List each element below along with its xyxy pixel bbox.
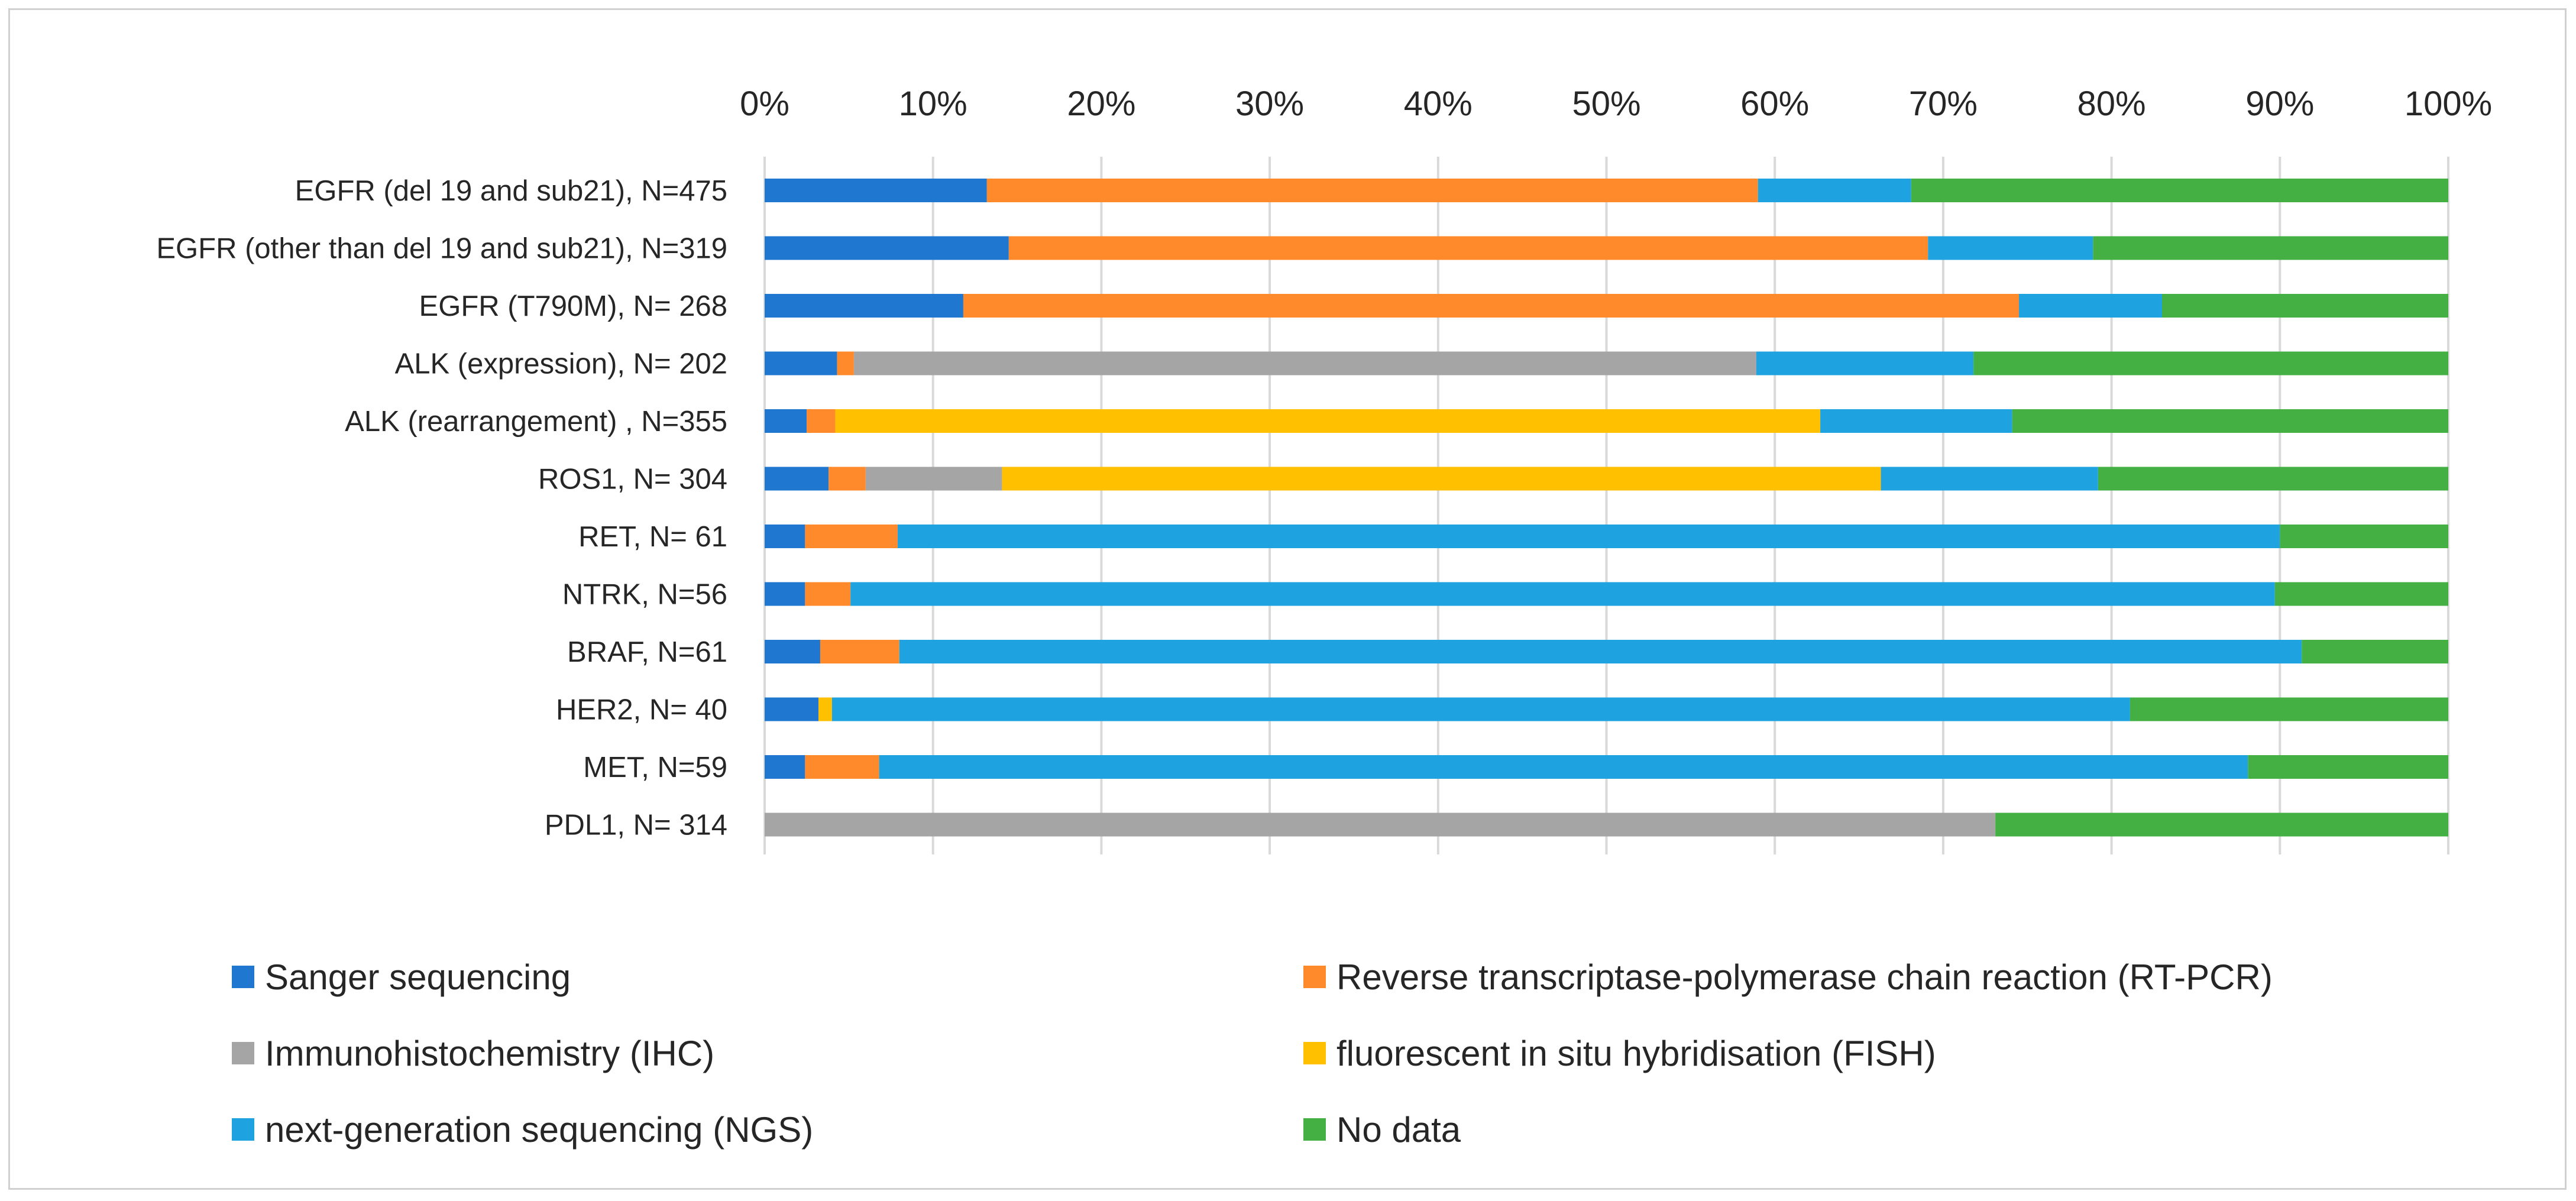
bar-segment bbox=[2248, 755, 2448, 779]
x-axis-ticks: 0% 10% 20% 30% 40% 50% 60% 70% 80% 90% 100% bbox=[740, 85, 2492, 123]
bar-segment bbox=[2302, 640, 2448, 663]
bar-segment bbox=[818, 697, 832, 721]
bar-segment bbox=[2130, 697, 2448, 721]
bar-segment bbox=[1973, 351, 2448, 375]
bar-segment bbox=[805, 525, 898, 548]
bar-segment bbox=[879, 755, 2248, 779]
bar-segment bbox=[765, 525, 805, 548]
bar-segment bbox=[805, 582, 851, 606]
bar-segment bbox=[2012, 409, 2448, 433]
bar-segment bbox=[765, 582, 805, 606]
legend-label: Reverse transcriptase-polymerase chain r… bbox=[1336, 957, 2273, 997]
bar-segment bbox=[1756, 351, 1974, 375]
x-tick-label: 30% bbox=[1235, 85, 1304, 123]
bar-segment bbox=[1995, 812, 2448, 837]
x-tick-label: 100% bbox=[2405, 85, 2492, 123]
bar-segment bbox=[765, 179, 987, 202]
x-tick-label: 0% bbox=[740, 85, 789, 123]
bar-segment bbox=[765, 697, 819, 721]
bar-segment bbox=[897, 525, 2280, 548]
category-labels: EGFR (del 19 and sub21), N=475 EGFR (othe… bbox=[156, 175, 727, 841]
bar-segment bbox=[1911, 179, 2448, 202]
bar-segment bbox=[837, 351, 854, 375]
bar-segment bbox=[986, 179, 1758, 202]
bar-segment bbox=[765, 351, 837, 375]
category-label: PDL1, N= 314 bbox=[545, 810, 727, 841]
bar-segment bbox=[1758, 179, 1911, 202]
bar-segment bbox=[829, 467, 866, 491]
bar-segment bbox=[765, 812, 1996, 837]
bar-segment bbox=[765, 236, 1009, 260]
category-label: MET, N=59 bbox=[583, 752, 727, 784]
x-tick-label: 10% bbox=[899, 85, 967, 123]
bar-segment bbox=[765, 640, 820, 663]
category-label: ROS1, N= 304 bbox=[538, 464, 727, 496]
legend-swatch bbox=[1303, 1118, 1326, 1141]
bar-segment bbox=[2019, 294, 2163, 318]
legend: Sanger sequencing Reverse transcriptase-p… bbox=[232, 957, 2273, 1150]
x-tick-label: 60% bbox=[1740, 85, 1809, 123]
bar-segment bbox=[805, 755, 879, 779]
category-label: HER2, N= 40 bbox=[556, 694, 727, 726]
legend-label: No data bbox=[1336, 1110, 1461, 1150]
category-label: BRAF, N=61 bbox=[567, 636, 727, 668]
bar-segment bbox=[765, 294, 963, 318]
bar-segment bbox=[765, 467, 829, 491]
x-tick-label: 20% bbox=[1067, 85, 1135, 123]
bar-segment bbox=[831, 697, 2130, 721]
bars bbox=[765, 179, 2448, 837]
bar-segment bbox=[2162, 294, 2448, 318]
category-label: ALK (expression), N= 202 bbox=[395, 348, 727, 380]
category-label: RET, N= 61 bbox=[578, 521, 727, 553]
bar-segment bbox=[2093, 236, 2448, 260]
bar-segment bbox=[1928, 236, 2093, 260]
gridlines bbox=[763, 157, 2449, 854]
bar-segment bbox=[1820, 409, 2012, 433]
legend-swatch bbox=[1303, 1042, 1326, 1064]
legend-label: next‐generation sequencing (NGS) bbox=[265, 1110, 813, 1150]
bar-segment bbox=[1008, 236, 1928, 260]
category-label: NTRK, N=56 bbox=[562, 579, 727, 611]
bar-segment bbox=[865, 467, 1002, 491]
x-tick-label: 70% bbox=[1909, 85, 1978, 123]
x-tick-label: 50% bbox=[1572, 85, 1640, 123]
bar-segment bbox=[820, 640, 899, 663]
bar-segment bbox=[835, 409, 1821, 433]
category-label: EGFR (other than del 19 and sub21), N=31… bbox=[156, 233, 727, 265]
bar-segment bbox=[765, 409, 807, 433]
legend-label: fluorescent in situ hybridisation (FISH) bbox=[1336, 1034, 1936, 1073]
bar-segment bbox=[807, 409, 836, 433]
x-tick-label: 90% bbox=[2245, 85, 2314, 123]
bar-segment bbox=[2274, 582, 2448, 606]
bar-segment bbox=[765, 755, 805, 779]
legend-swatch bbox=[1303, 966, 1326, 988]
legend-swatch bbox=[232, 966, 254, 988]
legend-swatch bbox=[232, 1118, 254, 1141]
bar-segment bbox=[853, 351, 1756, 375]
legend-label: Immunohistochemistry (IHC) bbox=[265, 1034, 714, 1073]
legend-swatch bbox=[232, 1042, 254, 1064]
bar-segment bbox=[1002, 467, 1881, 491]
bar-segment bbox=[850, 582, 2275, 606]
category-label: EGFR (T790M), N= 268 bbox=[419, 290, 727, 322]
bar-segment bbox=[963, 294, 2020, 318]
bar-segment bbox=[899, 640, 2302, 663]
legend-label: Sanger sequencing bbox=[265, 957, 571, 997]
category-label: ALK (rearrangement) , N=355 bbox=[345, 406, 727, 438]
bar-segment bbox=[2098, 467, 2448, 491]
category-label: EGFR (del 19 and sub21), N=475 bbox=[295, 175, 727, 207]
bar-segment bbox=[2280, 525, 2448, 548]
x-tick-label: 80% bbox=[2077, 85, 2146, 123]
bar-segment bbox=[1881, 467, 2098, 491]
x-tick-label: 40% bbox=[1404, 85, 1473, 123]
